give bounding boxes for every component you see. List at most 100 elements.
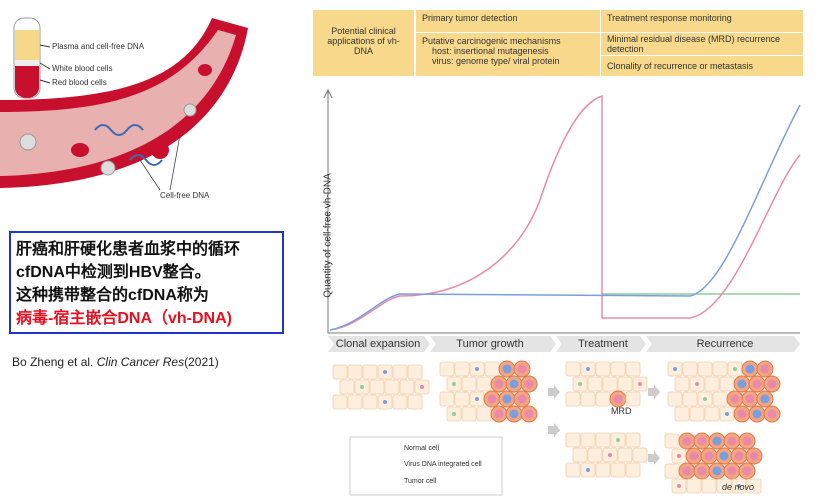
normal-cell xyxy=(339,379,355,395)
tumor-nucleus xyxy=(494,379,504,389)
flow-arrow xyxy=(648,385,660,399)
normal-cell xyxy=(682,361,698,377)
normal-cell xyxy=(682,391,698,407)
normal-cell xyxy=(461,406,477,422)
summary-line: 病毒-宿主嵌合DNA（vh-DNA) xyxy=(16,310,232,327)
viral-dot xyxy=(452,412,456,416)
tumor-nucleus xyxy=(745,394,755,404)
normal-cell xyxy=(580,391,596,407)
normal-cell xyxy=(712,391,728,407)
legend-entry: Tumor cell xyxy=(404,478,437,485)
normal-cell xyxy=(674,376,690,392)
normal-cell xyxy=(664,463,680,479)
normal-cell xyxy=(610,361,626,377)
tumor-nucleus xyxy=(737,379,747,389)
normal-cell xyxy=(565,462,581,478)
normal-cell xyxy=(362,394,378,410)
legend-box xyxy=(349,436,503,496)
label: White blood cells xyxy=(52,64,113,73)
normal-cell xyxy=(587,447,603,463)
summary: 肝癌和肝硬化患者血浆中的循环 cfDNA中检测到HBV整合。 这种携带整合的cf… xyxy=(16,238,240,330)
tumor-nucleus xyxy=(712,436,722,446)
viral-dot xyxy=(475,367,479,371)
tumor-nucleus xyxy=(742,436,752,446)
phase-bar xyxy=(328,336,800,352)
phase-arrow xyxy=(328,336,430,352)
tumor-nucleus xyxy=(689,451,699,461)
normal-cell xyxy=(625,432,641,448)
table-cell: Primary tumor detection xyxy=(416,10,600,32)
normal-cell xyxy=(362,364,378,380)
viral-dot xyxy=(703,397,707,401)
viral-dot xyxy=(586,468,590,472)
viral-dot xyxy=(677,484,681,488)
table-cell: Treatment response monitoring xyxy=(601,10,803,32)
normal-cell xyxy=(454,361,470,377)
tumor-nucleus xyxy=(767,379,777,389)
tumor-nucleus xyxy=(524,379,534,389)
table-cell: Minimal residual disease (MRD) recurrenc… xyxy=(601,33,803,55)
legend-entry: Virus DNA integrated cell xyxy=(404,461,482,468)
tumor-nucleus xyxy=(727,466,737,476)
normal-cell xyxy=(454,391,470,407)
year: (2021) xyxy=(184,355,219,369)
viral-dot xyxy=(420,385,424,389)
viral-dot xyxy=(616,438,620,442)
viral-dot xyxy=(608,453,612,457)
tumor-nucleus xyxy=(524,409,534,419)
phase-label: Recurrence xyxy=(696,338,754,350)
normal-cell xyxy=(632,447,648,463)
tumor-nucleus xyxy=(752,379,762,389)
normal-cell xyxy=(476,406,492,422)
normal-cell xyxy=(595,432,611,448)
tumor-nucleus xyxy=(517,364,527,374)
tumor-nucleus xyxy=(712,466,722,476)
normal-cell xyxy=(610,462,626,478)
viral-dot xyxy=(360,385,364,389)
tumor-nucleus xyxy=(509,409,519,419)
de-novo-label: de novo xyxy=(722,482,755,492)
phase-arrow xyxy=(646,336,800,352)
label: Cell-free DNA xyxy=(160,191,210,200)
normal-cell xyxy=(617,447,633,463)
tumor-nucleus xyxy=(494,409,504,419)
curve-blue xyxy=(329,104,801,331)
normal-cell xyxy=(565,391,581,407)
normal-cell xyxy=(697,361,713,377)
normal-cell xyxy=(587,376,603,392)
normal-cell xyxy=(439,361,455,377)
label: Plasma and cell-free DNA xyxy=(52,42,145,51)
normal-cell xyxy=(602,376,618,392)
authors: Bo Zheng et al. xyxy=(12,355,94,369)
table-header: Potential clinical applications of vh-DN… xyxy=(313,10,414,76)
normal-cell xyxy=(716,478,732,494)
normal-cell xyxy=(595,391,611,407)
curve-pink xyxy=(329,94,801,331)
flow-arrow xyxy=(548,385,560,399)
viral-dot xyxy=(383,370,387,374)
tumor-nucleus xyxy=(749,451,759,461)
phase-arrow xyxy=(430,336,556,352)
normal-cell xyxy=(712,361,728,377)
viral-dot xyxy=(695,382,699,386)
tumor-nucleus xyxy=(760,394,770,404)
viral-dot xyxy=(638,382,642,386)
normal-cell xyxy=(392,394,408,410)
normal-cell xyxy=(674,406,690,422)
normal-cell xyxy=(595,361,611,377)
phase-label: Treatment xyxy=(578,338,628,350)
legend-entry: Normal cell xyxy=(404,445,440,452)
normal-cell xyxy=(625,391,641,407)
normal-cell xyxy=(595,462,611,478)
normal-cell xyxy=(689,406,705,422)
tumor-nucleus xyxy=(752,409,762,419)
viral-dot xyxy=(673,367,677,371)
viral-dot xyxy=(452,382,456,386)
tumor-nucleus xyxy=(502,394,512,404)
tumor-nucleus xyxy=(727,436,737,446)
normal-cell xyxy=(625,361,641,377)
citation: Bo Zheng et al. Clin Cancer Res(2021) xyxy=(12,355,219,369)
viral-dot xyxy=(586,367,590,371)
normal-cell xyxy=(701,478,717,494)
tumor-nucleus xyxy=(697,436,707,446)
